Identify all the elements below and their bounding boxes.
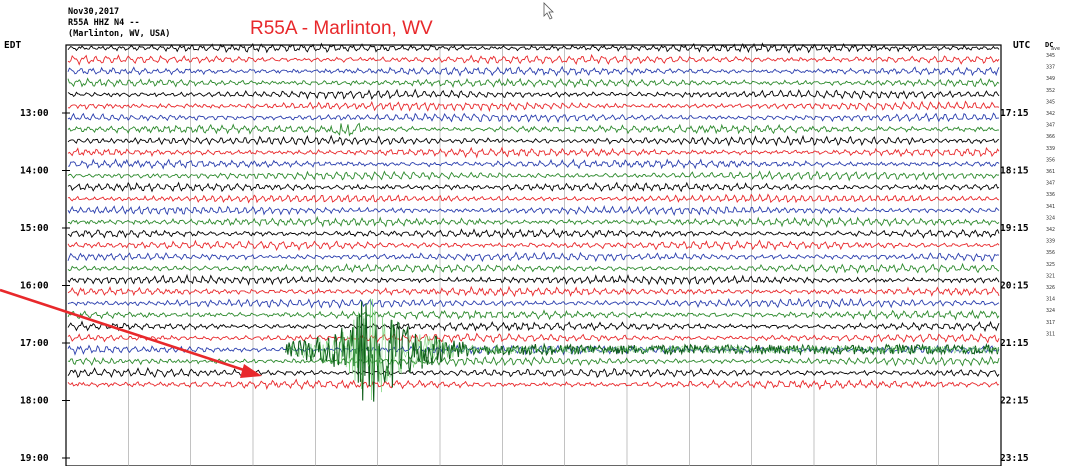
- dc-offset-value: 321: [1046, 273, 1055, 279]
- dc-offset-value: 356: [1046, 250, 1055, 256]
- trace-line: [67, 77, 1000, 89]
- trace-line: [67, 158, 1000, 170]
- trace-line: [67, 146, 1000, 159]
- left-tick-label: 17:00: [20, 338, 49, 349]
- dc-offset-value: 324: [1046, 308, 1055, 314]
- trace-line: [67, 170, 1000, 182]
- arrow-annotation: [0, 288, 262, 378]
- trace-line: [67, 193, 1000, 204]
- trace-line: [67, 215, 1000, 229]
- trace-line: [67, 378, 1000, 391]
- trace-line: [67, 262, 1000, 274]
- dc-offset-value: 345: [1046, 99, 1055, 105]
- dc-offset-value: 326: [1046, 285, 1055, 291]
- left-tick-label: 18:00: [20, 396, 49, 407]
- dc-subheader: ave: [1051, 46, 1060, 52]
- dc-offset-value: 361: [1046, 169, 1055, 175]
- dc-offset-value: 311: [1046, 331, 1055, 337]
- mouse-cursor-icon: [543, 2, 554, 20]
- header-station: R55A HHZ N4 --: [68, 18, 140, 28]
- trace-line: [67, 181, 1000, 193]
- trace-line: [67, 251, 1000, 263]
- right-tick-label: 22:15: [1000, 396, 1029, 407]
- dc-offset-value: 342: [1046, 111, 1055, 117]
- trace-line: [67, 122, 1000, 137]
- left-axis-label: EDT: [4, 40, 21, 51]
- trace-line: [67, 205, 1000, 217]
- trace-line: [67, 112, 999, 124]
- dc-offset-value: 325: [1046, 262, 1055, 268]
- trace-line: [67, 309, 1000, 321]
- trace-line: [67, 239, 1000, 252]
- dc-offset-value: 337: [1046, 65, 1055, 71]
- trace-line: [67, 134, 1000, 147]
- dc-header: DC: [1045, 41, 1053, 49]
- dc-offset-value: 366: [1046, 134, 1055, 140]
- left-tick-label: 14:00: [20, 166, 49, 177]
- left-tick-label: 16:00: [20, 281, 49, 292]
- trace-line: [67, 285, 1000, 298]
- dc-offset-column: 345 337 349 352 345 342 347 366 339 356 361 347 336 3…: [1046, 53, 1055, 337]
- trace-line: [67, 273, 1000, 286]
- right-tick-label: 17:15: [1000, 108, 1029, 119]
- dc-offset-value: 347: [1046, 123, 1055, 129]
- right-axis-label: UTC: [1013, 40, 1030, 51]
- right-tick-label: 19:15: [1000, 223, 1029, 234]
- earthquake-signal: [285, 298, 1000, 402]
- header-location: (Marlinton, WV, USA): [68, 28, 170, 39]
- trace-line: [67, 320, 1000, 333]
- dc-offset-value: 349: [1046, 76, 1055, 82]
- dc-offset-value: 314: [1046, 297, 1055, 303]
- chart-title: R55A - Marlinton, WV: [250, 18, 433, 39]
- trace-line: [67, 332, 1000, 344]
- dc-offset-value: 339: [1046, 146, 1055, 152]
- left-time-ticks: 13:00 14:00 15:00 16:00 17:00 18:00 19:00: [20, 108, 70, 464]
- dc-offset-value: 317: [1046, 320, 1055, 326]
- trace-line: [67, 355, 1000, 368]
- dc-offset-value: 347: [1046, 181, 1055, 187]
- trace-line: [67, 228, 1000, 239]
- plot-frame: [65, 44, 1002, 466]
- right-tick-label: 21:15: [1000, 338, 1029, 349]
- trace-line: [67, 53, 1000, 66]
- dc-offset-value: 339: [1046, 239, 1055, 245]
- left-tick-label: 15:00: [20, 223, 49, 234]
- dc-offset-value: 345: [1046, 53, 1055, 59]
- trace-line: [67, 367, 1000, 378]
- trace-line: [67, 65, 1000, 77]
- event-trace: [285, 298, 999, 401]
- dc-offset-value: 342: [1046, 227, 1055, 233]
- right-tick-label: 23:15: [1000, 453, 1029, 464]
- header-date: Nov30,2017: [68, 7, 119, 17]
- trace-line: [67, 42, 1000, 54]
- dc-offset-value: 356: [1046, 157, 1055, 163]
- dc-offset-value: 324: [1046, 215, 1055, 221]
- dc-offset-value: 341: [1046, 204, 1055, 210]
- trace-line: [67, 297, 1000, 310]
- left-tick-label: 13:00: [20, 108, 49, 119]
- trace-line: [67, 88, 1000, 100]
- right-tick-label: 20:15: [1000, 281, 1029, 292]
- left-tick-label: 19:00: [20, 453, 49, 464]
- dc-offset-value: 352: [1046, 88, 1055, 94]
- right-time-ticks: 17:15 18:15 19:15 20:15 21:15 22:15 23:15: [1000, 108, 1029, 464]
- dc-offset-value: 336: [1046, 192, 1055, 198]
- trace-line: [67, 100, 1000, 113]
- right-tick-label: 18:15: [1000, 166, 1029, 177]
